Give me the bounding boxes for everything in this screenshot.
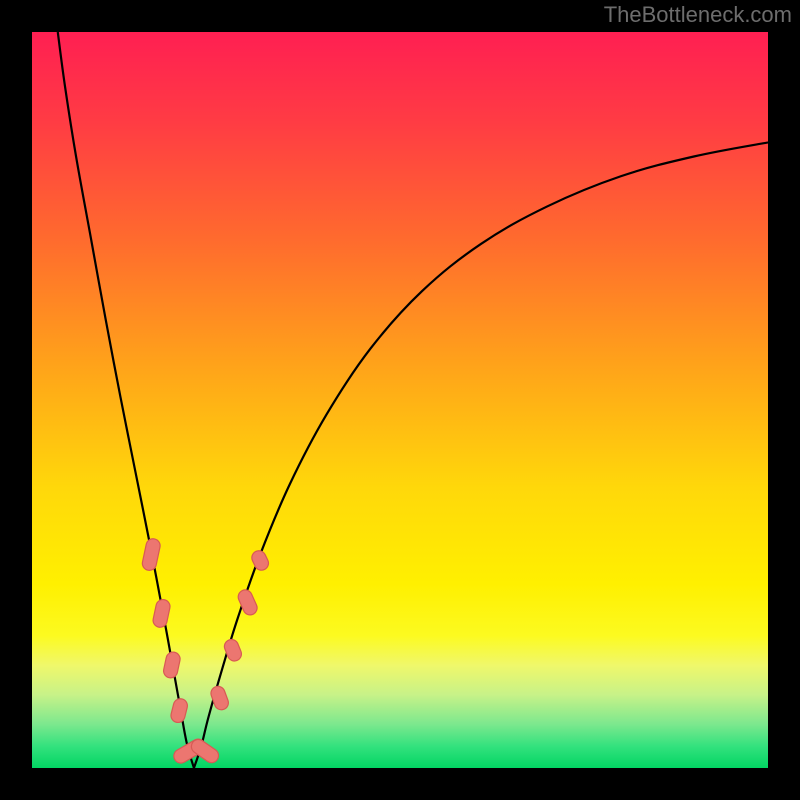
stage: TheBottleneck.com: [0, 0, 800, 800]
watermark-text: TheBottleneck.com: [604, 2, 792, 28]
bottleneck-curve-chart: [0, 0, 800, 800]
plot-background-gradient: [32, 32, 768, 768]
